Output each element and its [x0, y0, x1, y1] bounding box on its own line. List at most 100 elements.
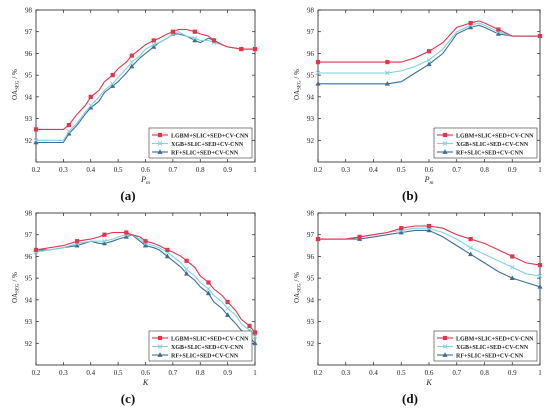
x-tick-label: 0.4: [369, 369, 378, 377]
x-tick-label: 0.5: [397, 166, 406, 174]
x-tick-label: 0.7: [452, 369, 461, 377]
data-point: [225, 312, 231, 317]
y-axis-label: OASEG / %: [11, 272, 21, 303]
data-point: [399, 226, 404, 231]
x-tick-label: 0.6: [141, 369, 150, 377]
data-point: [143, 239, 148, 244]
data-point: [239, 46, 244, 52]
data-point: [129, 63, 135, 69]
data-point: [102, 238, 107, 244]
data-point: [315, 236, 321, 242]
data-point: [88, 103, 94, 108]
data-point: [252, 334, 258, 340]
data-point: [510, 254, 515, 259]
data-point: [66, 129, 72, 134]
legend-entry: RF+SLIC+SED+CV-CNN: [456, 150, 524, 156]
data-point: [151, 42, 157, 48]
x-tick-label: 0.5: [397, 369, 406, 377]
legend-marker: [157, 141, 163, 146]
data-point: [247, 323, 252, 329]
x-tick-label: 0.2: [32, 369, 41, 377]
x-tick-label: 0.9: [223, 166, 232, 174]
series-line: [36, 234, 256, 344]
y-tick-label: 94: [25, 296, 33, 304]
y-tick-label: 92: [25, 340, 33, 348]
y-tick-label: 92: [307, 340, 315, 348]
data-point: [142, 242, 149, 248]
legend-entry: RF+SLIC+SED+CV-CNN: [171, 150, 239, 156]
data-point: [426, 223, 432, 229]
legend-marker: [442, 344, 448, 349]
legend-entry: XGB+SLIC+SED+CV-CNN: [456, 345, 529, 351]
legend-entry: RF+SLIC+SED+CV-CNN: [171, 353, 239, 359]
x-tick-label: 0.2: [314, 369, 323, 377]
y-axis-label: OASEG / %: [11, 69, 21, 100]
y-tick-label: 93: [307, 115, 315, 123]
x-tick-label: 0.3: [59, 166, 68, 174]
legend-marker: [442, 149, 448, 154]
x-axis-label: Pm: [140, 175, 150, 186]
y-tick-label: 95: [25, 275, 33, 283]
x-tick-label: 0.9: [223, 369, 232, 377]
x-tick-label: 1: [538, 166, 542, 174]
data-point: [537, 273, 543, 279]
y-tick-label: 93: [25, 115, 33, 123]
data-point: [88, 94, 93, 99]
data-point: [398, 229, 404, 235]
series-line: [36, 28, 255, 130]
series-line: [318, 229, 541, 288]
y-tick-label: 96: [25, 50, 33, 58]
data-point: [170, 29, 175, 34]
data-point: [129, 59, 135, 65]
series-line: [318, 20, 540, 63]
data-point: [357, 234, 362, 239]
y-tick-label: 97: [25, 231, 33, 239]
y-tick-label: 93: [25, 318, 33, 326]
x-tick-label: 0.2: [314, 166, 323, 174]
legend-marker: [442, 352, 448, 357]
legend-marker: [442, 335, 448, 341]
data-point: [315, 80, 321, 86]
y-tick-label: 97: [25, 28, 33, 36]
data-point: [66, 122, 71, 128]
x-axis-label: K: [425, 378, 432, 387]
x-tick-label: 1: [253, 166, 257, 174]
data-point: [509, 264, 515, 270]
y-tick-label: 95: [25, 72, 33, 80]
legend-entry: LGBM+SLIC+SED+CV-CNN: [456, 336, 534, 342]
data-point: [33, 247, 39, 253]
series-line: [35, 234, 256, 338]
x-tick-label: 0.7: [169, 369, 178, 377]
legend-entry: LGBM+SLIC+SED+CV-CNN: [171, 336, 249, 342]
legend-marker: [157, 335, 163, 341]
y-tick-label: 94: [25, 93, 33, 101]
data-point: [426, 49, 432, 54]
data-point: [164, 253, 171, 259]
legend-marker: [442, 132, 448, 138]
legend-entry: XGB+SLIC+SED+CV-CNN: [171, 142, 244, 148]
data-point: [206, 280, 211, 285]
data-point: [110, 73, 115, 78]
x-tick-label: 1: [538, 369, 542, 377]
x-tick-label: 0.4: [369, 166, 378, 174]
data-point: [426, 57, 432, 63]
data-point: [129, 53, 134, 58]
legend-marker: [157, 352, 163, 357]
panel-caption: (d): [402, 391, 418, 406]
data-point: [165, 247, 170, 253]
series-line: [318, 22, 540, 74]
y-tick-label: 95: [307, 275, 315, 283]
x-tick-label: 0.6: [425, 166, 434, 174]
legend-entry: RF+SLIC+SED+CV-CNN: [456, 353, 524, 359]
data-point: [33, 137, 39, 143]
data-point: [192, 29, 197, 34]
legend-entry: XGB+SLIC+SED+CV-CNN: [456, 142, 529, 148]
legend-entry: LGBM+SLIC+SED+CV-CNN: [456, 133, 534, 139]
data-point: [110, 81, 115, 87]
data-point: [252, 340, 258, 346]
data-point: [102, 232, 107, 237]
data-point: [192, 35, 198, 41]
y-tick-label: 95: [307, 72, 315, 80]
data-point: [101, 240, 108, 246]
